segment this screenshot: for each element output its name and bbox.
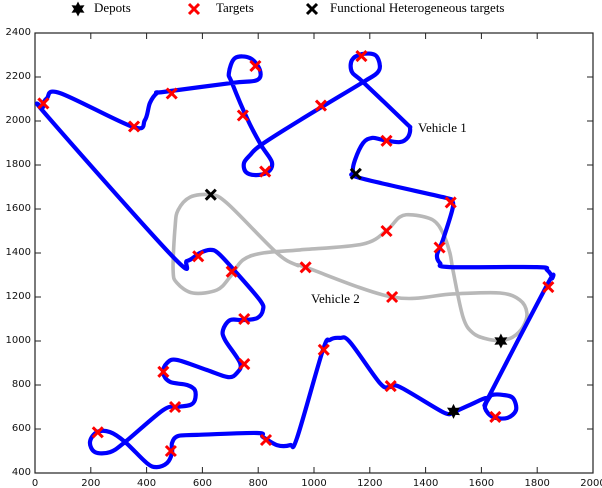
y-tick-label: 1000 — [6, 335, 31, 346]
x-tick-label: 1600 — [469, 478, 494, 488]
target-marker — [168, 400, 182, 414]
target-marker — [259, 433, 273, 447]
y-tick-label: 1400 — [6, 247, 31, 258]
target-marker — [384, 380, 397, 393]
annotation-vehicle-1: Vehicle 1 — [418, 120, 467, 135]
target-marker — [165, 87, 178, 100]
target-marker — [238, 358, 251, 371]
functional-x-icon — [305, 2, 319, 16]
axes: 0 200 400 600 800 1000 1200 1400 1600 1800 2000 400… — [6, 27, 602, 488]
target-marker — [127, 120, 141, 133]
y-tick-label: 800 — [12, 379, 31, 390]
target-marker — [238, 312, 251, 326]
x-tick-label: 1800 — [524, 478, 549, 488]
depot-marker — [447, 403, 460, 419]
markers — [37, 50, 555, 458]
x-tick-label: 1400 — [413, 478, 438, 488]
target-marker — [91, 426, 104, 439]
depot-marker — [494, 333, 508, 349]
target-marker — [380, 224, 393, 238]
target-marker — [317, 343, 330, 356]
target-marker — [236, 109, 249, 122]
legend-functional-target-icon — [305, 2, 319, 16]
legend: Depots Targets Functional Heterogeneous … — [71, 0, 505, 17]
target-marker — [355, 50, 368, 63]
x-tick-label: 2000 — [580, 478, 602, 488]
legend-label-targets: Targets — [216, 0, 254, 15]
legend-label-depots: Depots — [94, 0, 131, 15]
target-marker — [299, 261, 312, 274]
functional-target-marker — [349, 167, 362, 180]
target-marker — [433, 241, 446, 254]
vehicle-1-path — [34, 51, 556, 470]
legend-target-icon — [187, 2, 201, 16]
x-tick-label: 1200 — [357, 478, 382, 488]
target-marker — [164, 444, 177, 458]
x-tick-label: 1000 — [301, 478, 326, 488]
y-tick-label: 1800 — [6, 159, 31, 170]
y-tick-label: 2200 — [6, 71, 31, 82]
y-tick-label: 600 — [12, 423, 31, 434]
target-x-icon — [187, 2, 201, 16]
vehicle-paths — [34, 51, 556, 470]
plot-frame — [34, 32, 594, 474]
x-tick-label: 0 — [32, 478, 38, 488]
y-tick-label: 2400 — [6, 27, 31, 38]
target-marker — [489, 410, 502, 423]
y-tick-label: 1600 — [6, 203, 31, 214]
target-marker — [157, 365, 170, 378]
target-marker — [225, 265, 238, 278]
x-tick-label: 800 — [249, 478, 268, 488]
target-marker — [259, 165, 272, 178]
x-tick-label: 200 — [81, 478, 100, 488]
annotation-vehicle-2: Vehicle 2 — [311, 291, 360, 306]
target-marker — [314, 99, 328, 112]
x-tick-label: 600 — [193, 478, 212, 488]
legend-depot-icon — [71, 1, 85, 17]
depot-star-icon — [71, 1, 85, 17]
y-tick-label: 2000 — [6, 115, 31, 126]
target-marker — [386, 290, 399, 304]
functional-target-marker — [204, 188, 217, 201]
y-tick-label: 400 — [12, 467, 31, 478]
target-marker — [444, 196, 457, 209]
target-marker — [192, 250, 205, 263]
y-tick-label: 1200 — [6, 291, 31, 302]
legend-label-functional: Functional Heterogeneous targets — [330, 0, 505, 15]
x-tick-label: 400 — [137, 478, 156, 488]
target-marker — [542, 281, 555, 294]
target-marker — [380, 134, 393, 147]
target-marker — [249, 59, 262, 73]
target-marker — [37, 97, 50, 110]
